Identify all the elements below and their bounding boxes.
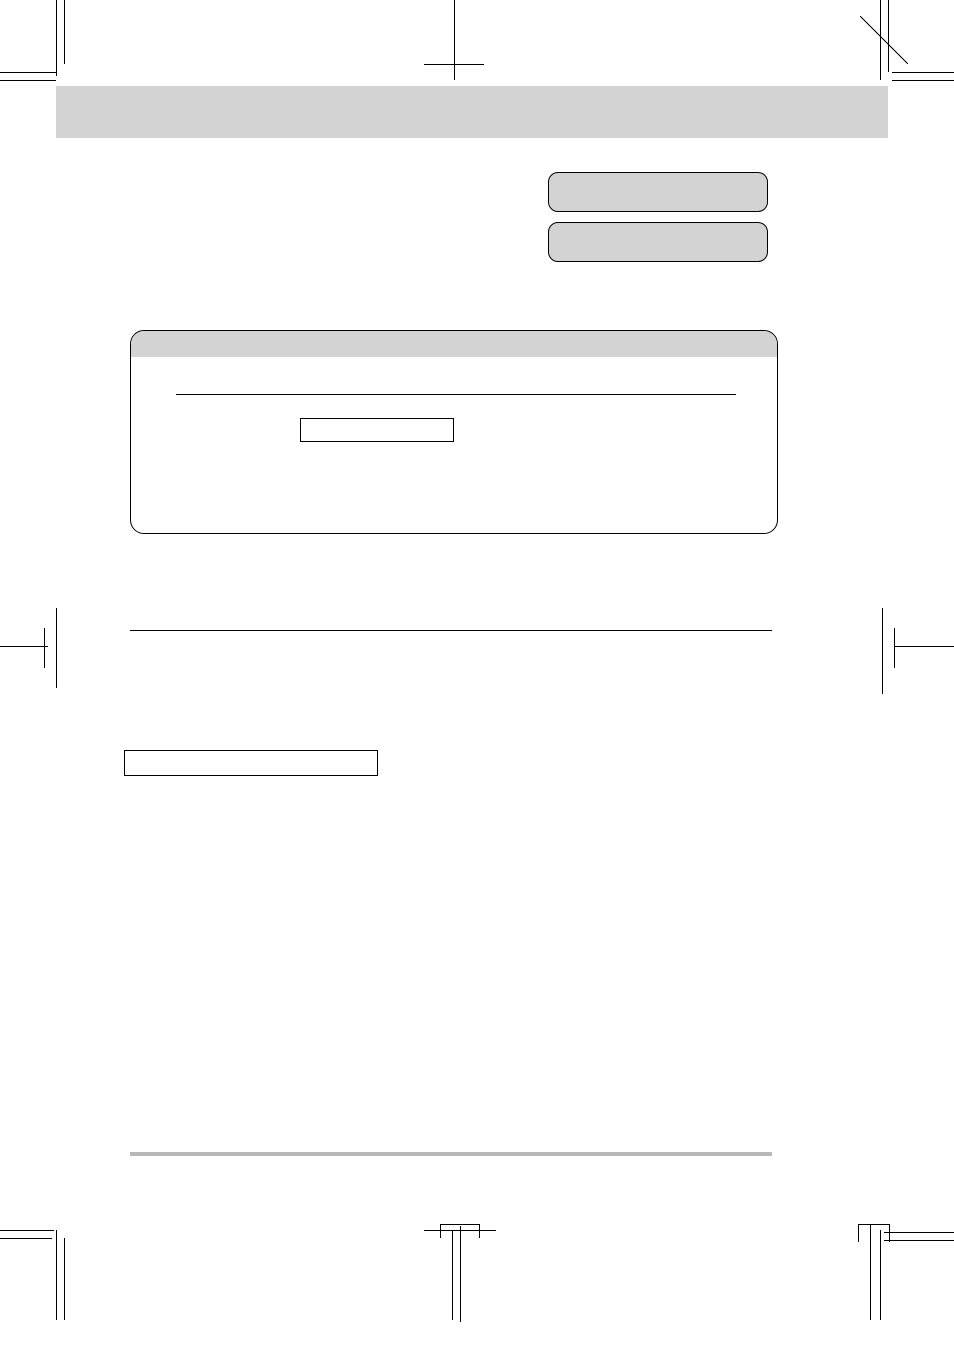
side-tick-left [44, 628, 45, 668]
callout-inner-rule [176, 394, 736, 395]
crop-mark-top-left [56, 0, 57, 76]
crop-mark-bottom-centre [440, 1224, 480, 1238]
crop-mark-bottom-left [56, 1230, 57, 1320]
side-tick-left [0, 646, 48, 647]
callout-box [130, 330, 778, 534]
footer-rule [130, 1152, 772, 1156]
crop-mark-top-right [892, 72, 954, 73]
crop-mark-bottom-centre [452, 1230, 453, 1320]
crop-mark-top-left [0, 72, 56, 73]
crop-mark-bottom-left [0, 1230, 54, 1231]
crop-mark-bottom-centre [460, 1226, 461, 1322]
crop-mark-top-right [892, 80, 954, 81]
crop-mark-bottom-right [870, 1224, 871, 1320]
subheading-box [124, 750, 378, 776]
callout-box-header [131, 331, 777, 357]
crop-mark-top-left [64, 0, 65, 64]
crop-mark-top-right [880, 0, 881, 80]
side-tick-right [894, 628, 895, 668]
side-tick-left [56, 608, 57, 688]
crop-mark-bottom-left [0, 1238, 52, 1239]
header-bar [56, 86, 888, 138]
crop-mark-top-right-diagonal [860, 16, 908, 64]
crop-mark-top-centre [454, 0, 455, 80]
side-tick-right [894, 646, 954, 647]
crop-mark-bottom-centre [424, 1230, 496, 1231]
crop-mark-bottom-right [884, 1240, 954, 1241]
crop-mark-top-left [0, 80, 56, 81]
crop-mark-bottom-right [880, 1230, 881, 1320]
section-underline [130, 630, 772, 631]
info-pill-1 [548, 172, 768, 212]
crop-mark-top-right [888, 0, 889, 72]
callout-inner-box [300, 418, 454, 442]
side-tick-right [882, 608, 883, 694]
crop-mark-bottom-left [64, 1238, 65, 1320]
info-pill-2 [548, 222, 768, 262]
crop-mark-top-centre [424, 64, 484, 65]
crop-mark-bottom-right [858, 1224, 890, 1242]
crop-mark-bottom-right [884, 1232, 954, 1233]
